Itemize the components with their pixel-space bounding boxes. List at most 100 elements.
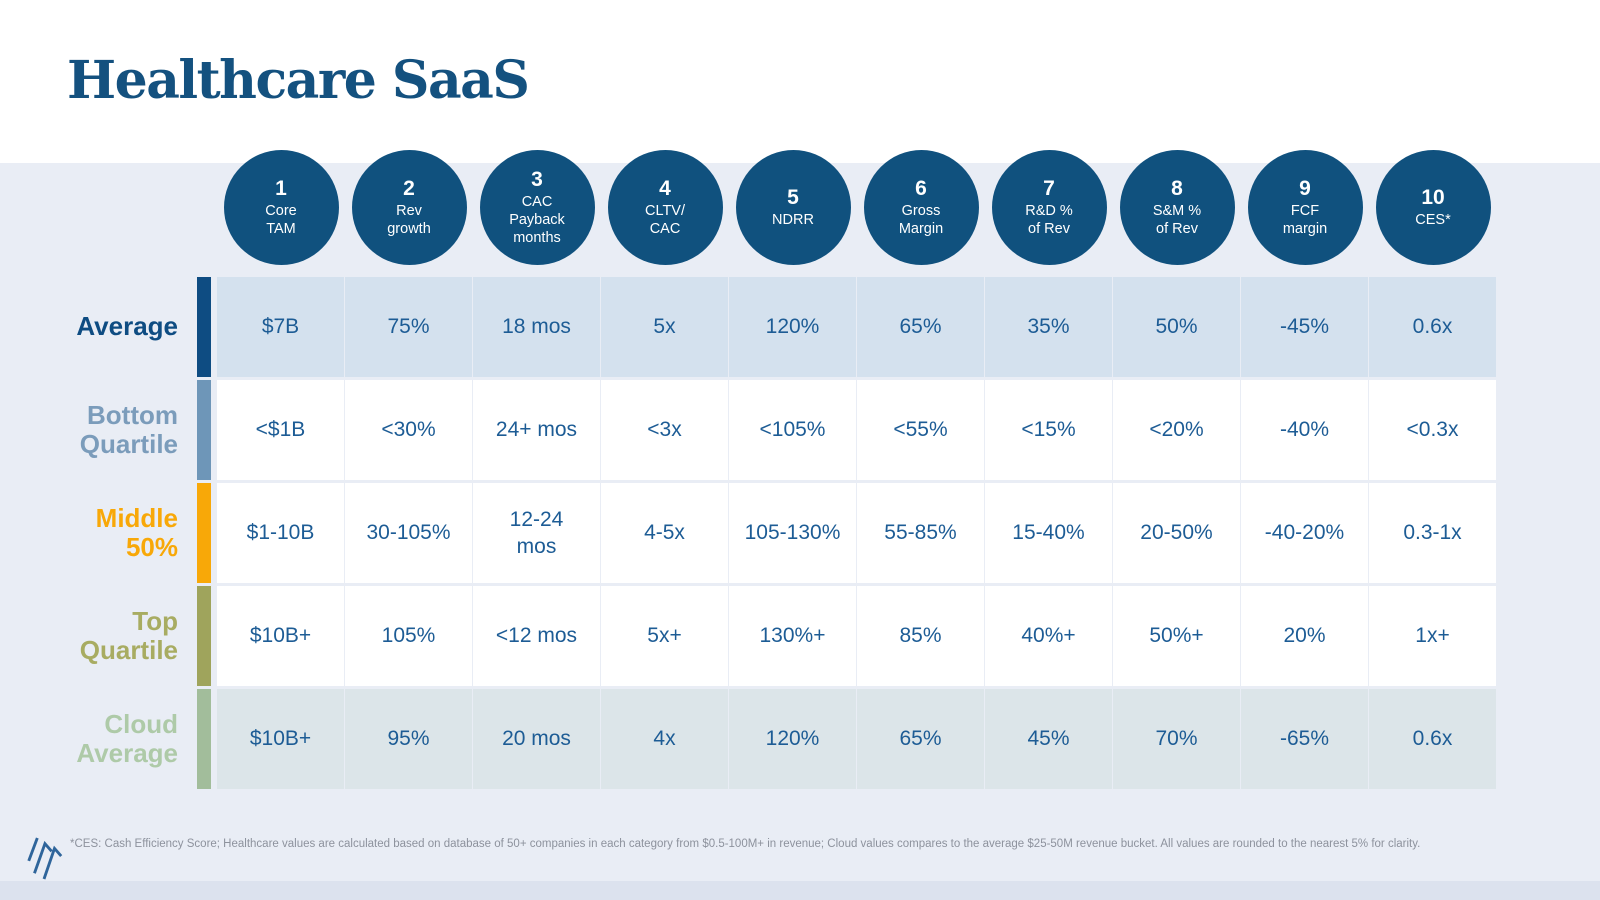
column-header-circle-1: 1 Core TAM bbox=[223, 150, 339, 265]
cell-bottom-quartile-col3: 24+ mos bbox=[473, 380, 600, 480]
cell-top-quartile-col1: $10B+ bbox=[217, 586, 344, 686]
page-title: Healthcare SaaS bbox=[67, 50, 530, 111]
cell-average-col8: 50% bbox=[1113, 277, 1240, 377]
column-header-9: 9 FCF margin bbox=[1241, 150, 1369, 265]
cell-top-quartile-col2: 105% bbox=[345, 586, 472, 686]
column-label-line: FCF bbox=[1290, 202, 1320, 219]
column-header-circle-9: 9 FCF margin bbox=[1247, 150, 1363, 265]
column-label-line: Margin bbox=[898, 221, 944, 238]
column-label-line: Core bbox=[265, 202, 297, 219]
column-label-line: Gross bbox=[901, 202, 941, 219]
cell-bottom-quartile-col7: <15% bbox=[985, 380, 1112, 480]
cell-average-col7: 35% bbox=[985, 277, 1112, 377]
column-number: 3 bbox=[531, 167, 543, 191]
cell-top-quartile-col10: 1x+ bbox=[1369, 586, 1496, 686]
column-number: 9 bbox=[1299, 176, 1311, 200]
cell-bottom-quartile-col8: <20% bbox=[1113, 380, 1240, 480]
column-header-circle-3: 3 CAC Payback months bbox=[479, 150, 595, 265]
cell-average-col4: 5x bbox=[601, 277, 728, 377]
cell-cloud-average-col4: 4x bbox=[601, 689, 728, 789]
cell-middle-50-col4: 4-5x bbox=[601, 483, 728, 583]
column-header-circle-8: 8 S&M % of Rev bbox=[1119, 150, 1235, 265]
bottom-strip bbox=[0, 881, 1600, 900]
table-row-middle-50: Middle 50% $1-10B 30-105% 12-24 mos 4-5x 105-… bbox=[0, 483, 1600, 583]
cell-middle-50-col9: -40-20% bbox=[1241, 483, 1368, 583]
column-header-8: 8 S&M % of Rev bbox=[1113, 150, 1241, 265]
cell-bottom-quartile-col4: <3x bbox=[601, 380, 728, 480]
row-accent-bar-cloud-average bbox=[197, 689, 211, 789]
table-row-average: Average $7B 75% 18 mos 5x 120% 65% 35% 50% -45% 0.… bbox=[0, 277, 1600, 377]
column-header-7: 7 R&D % of Rev bbox=[985, 150, 1113, 265]
row-label-cloud-average: Cloud Average bbox=[76, 708, 178, 768]
row-cells-top-quartile: $10B+ 105% <12 mos 5x+ 130%+ 85% 40%+ 50%+ 20% 1x… bbox=[217, 586, 1496, 686]
column-number: 8 bbox=[1171, 176, 1183, 200]
cell-cloud-average-col9: -65% bbox=[1241, 689, 1368, 789]
column-label-line: CES* bbox=[1415, 211, 1451, 228]
column-header-6: 6 Gross Margin bbox=[857, 150, 985, 265]
column-label-line: S&M % bbox=[1152, 202, 1202, 219]
column-header-circle-2: 2 Rev growth bbox=[351, 150, 467, 265]
row-accent-bar-middle-50 bbox=[197, 483, 211, 583]
column-number: 6 bbox=[915, 176, 927, 200]
column-header-2: 2 Rev growth bbox=[345, 150, 473, 265]
cell-average-col6: 65% bbox=[857, 277, 984, 377]
column-label-line: margin bbox=[1282, 221, 1328, 238]
row-label-bottom-quartile: Bottom Quartile bbox=[79, 399, 178, 459]
cell-top-quartile-col9: 20% bbox=[1241, 586, 1368, 686]
row-accent-bar-average bbox=[197, 277, 211, 377]
column-number: 7 bbox=[1043, 176, 1055, 200]
row-label-average: Average bbox=[76, 311, 178, 342]
column-header-1: 1 Core TAM bbox=[217, 150, 345, 265]
metrics-table: Average $7B 75% 18 mos 5x 120% 65% 35% 50% -45% 0.… bbox=[0, 277, 1600, 792]
cell-middle-50-col3: 12-24 mos bbox=[473, 483, 600, 583]
cell-cloud-average-col10: 0.6x bbox=[1369, 689, 1496, 789]
cell-middle-50-col10: 0.3-1x bbox=[1369, 483, 1496, 583]
cell-bottom-quartile-col6: <55% bbox=[857, 380, 984, 480]
cell-average-col3: 18 mos bbox=[473, 277, 600, 377]
cell-average-col2: 75% bbox=[345, 277, 472, 377]
column-header-circle-7: 7 R&D % of Rev bbox=[991, 150, 1107, 265]
row-label-top-quartile: Top Quartile bbox=[79, 605, 178, 665]
column-header-5: 5 NDRR bbox=[729, 150, 857, 265]
cell-cloud-average-col3: 20 mos bbox=[473, 689, 600, 789]
cell-middle-50-col7: 15-40% bbox=[985, 483, 1112, 583]
row-cells-average: $7B 75% 18 mos 5x 120% 65% 35% 50% -45% 0.6x bbox=[217, 277, 1496, 377]
cell-bottom-quartile-col1: <$1B bbox=[217, 380, 344, 480]
column-label-line: Payback bbox=[509, 211, 565, 228]
cell-average-col10: 0.6x bbox=[1369, 277, 1496, 377]
cell-average-col1: $7B bbox=[217, 277, 344, 377]
column-label-line: of Rev bbox=[1028, 221, 1070, 238]
cell-middle-50-col1: $1-10B bbox=[217, 483, 344, 583]
column-header-3: 3 CAC Payback months bbox=[473, 150, 601, 265]
column-header-row: 1 Core TAM 2 Rev growth 3 CAC Payback months 4 CLTV… bbox=[217, 150, 1497, 265]
cell-top-quartile-col5: 130%+ bbox=[729, 586, 856, 686]
cell-top-quartile-col4: 5x+ bbox=[601, 586, 728, 686]
row-cells-cloud-average: $10B+ 95% 20 mos 4x 120% 65% 45% 70% -65% 0.6x bbox=[217, 689, 1496, 789]
cell-average-col9: -45% bbox=[1241, 277, 1368, 377]
cell-top-quartile-col3: <12 mos bbox=[473, 586, 600, 686]
cell-middle-50-col5: 105-130% bbox=[729, 483, 856, 583]
company-logo-icon bbox=[23, 835, 65, 886]
cell-cloud-average-col1: $10B+ bbox=[217, 689, 344, 789]
row-label-middle-50: Middle 50% bbox=[95, 502, 178, 562]
column-label-line: growth bbox=[387, 221, 431, 238]
column-label-line: CLTV/ bbox=[644, 202, 686, 219]
row-cells-middle-50: $1-10B 30-105% 12-24 mos 4-5x 105-130% 55-85%… bbox=[217, 483, 1496, 583]
cell-top-quartile-col7: 40%+ bbox=[985, 586, 1112, 686]
cell-cloud-average-col5: 120% bbox=[729, 689, 856, 789]
cell-middle-50-col2: 30-105% bbox=[345, 483, 472, 583]
cell-cloud-average-col7: 45% bbox=[985, 689, 1112, 789]
cell-average-col5: 120% bbox=[729, 277, 856, 377]
column-label-line: TAM bbox=[266, 221, 296, 238]
cell-bottom-quartile-col9: -40% bbox=[1241, 380, 1368, 480]
footnote-text: *CES: Cash Efficiency Score; Healthcare … bbox=[70, 838, 1421, 850]
row-accent-bar-top-quartile bbox=[197, 586, 211, 686]
row-cells-bottom-quartile: <$1B <30% 24+ mos <3x <105% <55% <15% <20% -40% <… bbox=[217, 380, 1496, 480]
column-number: 1 bbox=[275, 176, 287, 200]
cell-cloud-average-col8: 70% bbox=[1113, 689, 1240, 789]
column-header-4: 4 CLTV/CAC bbox=[601, 150, 729, 265]
cell-middle-50-col8: 20-50% bbox=[1113, 483, 1240, 583]
column-header-circle-4: 4 CLTV/CAC bbox=[607, 150, 723, 265]
cell-top-quartile-col6: 85% bbox=[857, 586, 984, 686]
cell-cloud-average-col6: 65% bbox=[857, 689, 984, 789]
